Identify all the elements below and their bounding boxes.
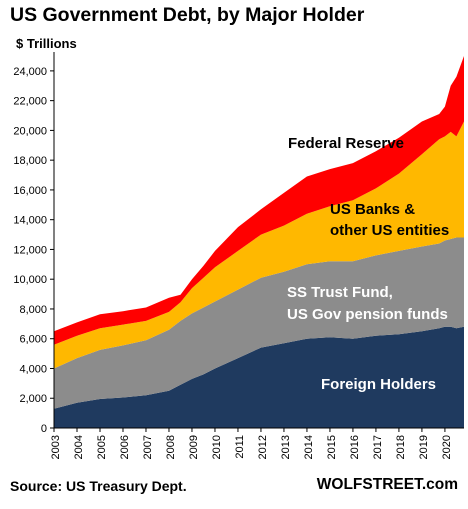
- chart-title: US Government Debt, by Major Holder: [10, 4, 365, 26]
- y-tick-label: 24,000: [13, 66, 47, 78]
- x-tick-label: 2020: [441, 435, 453, 459]
- x-tick-label: 2012: [257, 435, 269, 459]
- x-tick-label: 2008: [165, 435, 177, 459]
- y-tick-label: 20,000: [13, 125, 47, 137]
- y-tick-label: 22,000: [13, 96, 47, 108]
- x-tick-label: 2014: [303, 435, 315, 459]
- y-tick-label: 4,000: [19, 363, 47, 375]
- annotation-federal-reserve: Federal Reserve: [288, 135, 404, 152]
- area-series-2: [54, 121, 464, 369]
- y-tick-label: 18,000: [13, 155, 47, 167]
- x-tick-label: 2016: [349, 435, 361, 459]
- brand-logo-text: WOLFSTREET.com: [316, 476, 458, 493]
- x-tick-label: 2010: [211, 435, 223, 459]
- annotation-us-gov-pension-funds: US Gov pension funds: [287, 306, 448, 323]
- x-tick-label: 2019: [418, 435, 430, 459]
- x-tick-label: 2006: [119, 435, 131, 459]
- x-tick-label: 2011: [234, 435, 246, 459]
- y-tick-label: 2,000: [19, 393, 47, 405]
- x-tick-label: 2009: [188, 435, 200, 459]
- y-tick-label: 12,000: [13, 244, 47, 256]
- y-tick-label: 14,000: [13, 215, 47, 227]
- y-tick-label: 8,000: [19, 304, 47, 316]
- x-tick-label: 2015: [326, 435, 338, 459]
- y-tick-label: 16,000: [13, 185, 47, 197]
- annotation-foreign-holders: Foreign Holders: [321, 376, 436, 393]
- x-tick-label: 2004: [73, 435, 85, 459]
- y-axis-label: $ Trillions: [16, 36, 77, 51]
- area-series-1: [54, 237, 464, 409]
- source-note: Source: US Treasury Dept.: [10, 478, 187, 494]
- x-tick-label: 2018: [395, 435, 407, 459]
- y-tick-label: 10,000: [13, 274, 47, 286]
- area-series-0: [54, 326, 464, 428]
- y-tick-label: 6,000: [19, 334, 47, 346]
- y-tick-label: 0: [41, 423, 47, 435]
- x-tick-label: 2007: [142, 435, 154, 459]
- annotation-ss-trust-fund: SS Trust Fund,: [287, 284, 393, 301]
- x-tick-label: 2005: [96, 435, 108, 459]
- annotation-us-banks: US Banks &: [330, 201, 415, 218]
- x-tick-label: 2013: [280, 435, 292, 459]
- annotation-other-us-entities: other US entities: [330, 222, 449, 239]
- x-tick-label: 2017: [372, 435, 384, 459]
- x-tick-label: 2003: [50, 435, 62, 459]
